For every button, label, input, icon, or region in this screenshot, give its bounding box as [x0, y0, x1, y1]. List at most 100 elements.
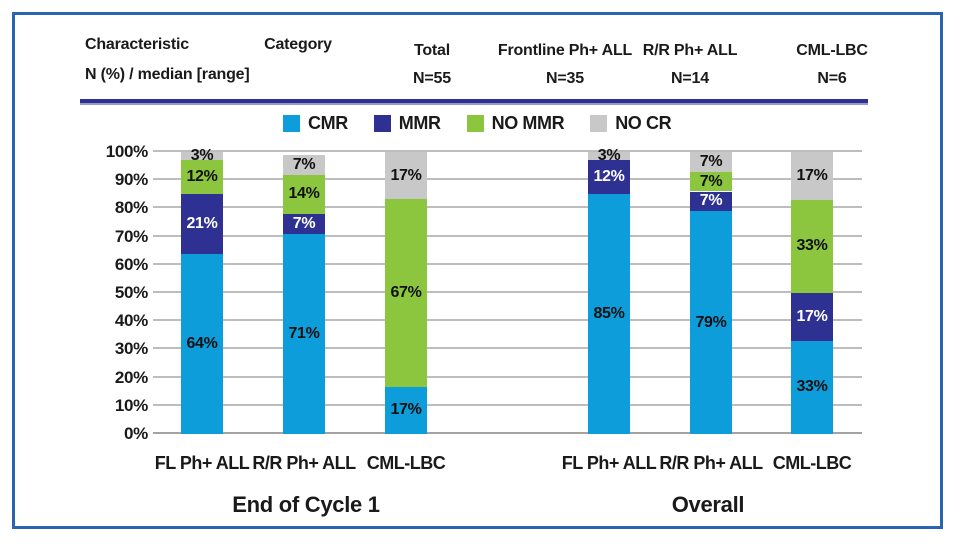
header-col-label: CML-LBC: [796, 42, 868, 59]
bar-segment-value: 64%: [186, 334, 218, 352]
bar-segment: 21%: [181, 194, 223, 254]
x-category-label: FL Ph+ ALL: [154, 453, 250, 473]
bar-segment: 12%: [181, 160, 223, 195]
bar-segment: 7%: [690, 171, 732, 192]
grid-line: [153, 347, 862, 350]
legend-label: NO MMR: [491, 113, 565, 133]
bar-segment-value: 7%: [699, 192, 723, 210]
bar-segment: 17%: [385, 386, 427, 434]
grid-line: [153, 150, 862, 152]
x-category-label: CML-LBC: [366, 453, 446, 473]
bar-segment-value: 3%: [597, 147, 621, 165]
legend-label: CMR: [308, 113, 348, 133]
header-metric-note: N (%) / median [range]: [85, 66, 250, 83]
grid-line: [153, 178, 862, 181]
legend-label: MMR: [398, 113, 441, 133]
bar-segment-value: 17%: [390, 401, 422, 419]
bar-segment-value: 33%: [796, 378, 828, 396]
legend-item: NO CR: [590, 113, 672, 134]
bar-segment: 7%: [690, 191, 732, 212]
bar-segment: 7%: [283, 214, 325, 234]
grid-line: [153, 375, 862, 378]
header-col-n: N=35: [546, 70, 584, 87]
x-category-label: R/R Ph+ ALL: [659, 453, 763, 473]
y-tick-label: 0%: [124, 424, 148, 443]
bar-segment-value: 12%: [593, 168, 625, 186]
bar-segment-value: 7%: [699, 172, 723, 190]
bar-segment-value: 33%: [796, 237, 828, 255]
header-col-frontline: Frontline Ph+ ALL N=35: [498, 42, 632, 88]
group-label: Overall: [671, 492, 745, 517]
bar-segment-value: 67%: [390, 284, 422, 302]
bar-segment-value: 14%: [288, 185, 320, 203]
legend-label: NO CR: [615, 113, 672, 133]
header-col-total: Total N=55: [413, 42, 451, 88]
bar-segment: 17%: [385, 152, 427, 200]
y-tick-label: 90%: [114, 170, 148, 189]
legend-item: NO MMR: [466, 113, 565, 134]
y-tick-label: 10%: [114, 396, 148, 415]
bar-segment-value: 21%: [186, 214, 218, 232]
grid-line: [153, 432, 862, 434]
chart-legend: CMR MMR NO MMR NO CR: [283, 113, 672, 134]
bar-segment: 7%: [283, 154, 325, 175]
header-col-rr: R/R Ph+ ALL N=14: [643, 42, 738, 88]
bar-segment: 17%: [791, 293, 833, 341]
header-col-n: N=6: [817, 70, 847, 87]
legend-swatch-icon: [466, 115, 484, 132]
bar-segment-value: 12%: [186, 168, 218, 186]
legend-swatch-icon: [283, 115, 300, 132]
header-divider: [80, 99, 868, 105]
bar-segment: 12%: [588, 160, 630, 195]
bar-segment-value: 17%: [390, 166, 422, 184]
x-category-label: CML-LBC: [772, 453, 852, 473]
y-tick-label: 80%: [114, 198, 148, 217]
x-category-label: FL Ph+ ALL: [561, 453, 657, 473]
header-characteristic: Characteristic: [85, 36, 189, 53]
bar-segment: 64%: [181, 253, 223, 434]
y-tick-label: 20%: [114, 368, 148, 387]
bar-segment-value: 79%: [695, 313, 727, 331]
bar-segment-value: 7%: [292, 214, 316, 232]
legend-item: CMR: [283, 113, 348, 134]
legend-swatch-icon: [590, 115, 608, 132]
grid-line: [153, 291, 862, 293]
bar-segment-value: 3%: [190, 147, 214, 165]
grid-line: [153, 319, 862, 322]
header-col-cml: CML-LBC N=6: [796, 42, 868, 88]
header-category: Category: [264, 36, 332, 53]
header-col-label: Frontline Ph+ ALL: [497, 42, 633, 59]
header-col-n: N=55: [413, 70, 451, 87]
bar-segment: 33%: [791, 340, 833, 434]
legend-item: MMR: [373, 113, 441, 134]
legend-swatch-icon: [373, 115, 391, 132]
bar-segment-value: 85%: [593, 305, 625, 323]
y-tick-label: 30%: [114, 339, 148, 358]
header-col-label: Total: [413, 42, 451, 59]
bar-segment: 14%: [283, 174, 325, 215]
bar-segment: 7%: [690, 152, 732, 172]
grid-line: [153, 206, 862, 209]
group-label: End of Cycle 1: [232, 492, 380, 517]
header-col-n: N=14: [671, 70, 709, 87]
x-category-label: R/R Ph+ ALL: [252, 453, 356, 473]
bar-segment: 3%: [181, 148, 223, 164]
bar-segment: 17%: [791, 152, 833, 200]
bar-segment-value: 71%: [288, 324, 320, 342]
figure-frame: Characteristic N (%) / median [range] Ca…: [12, 12, 943, 529]
bar-segment-value: 7%: [699, 152, 723, 170]
y-tick-label: 60%: [114, 255, 148, 274]
y-tick-label: 70%: [114, 227, 148, 246]
bar-segment-value: 17%: [796, 166, 828, 184]
y-tick-label: 100%: [105, 142, 149, 161]
chart-plot-area: 64% 21% 12% 3% 71% 7% 14% 7% 17% 67% 17% 85% 12% 3% 79…: [153, 148, 862, 434]
bar-segment: 71%: [283, 233, 325, 434]
grid-line: [153, 262, 862, 265]
bar-segment-value: 17%: [796, 307, 828, 325]
header-col-label: R/R Ph+ ALL: [642, 42, 738, 59]
grid-line: [153, 234, 862, 237]
y-tick-label: 50%: [114, 283, 148, 302]
bar-segment: 79%: [690, 211, 732, 434]
bar-segment-value: 7%: [292, 155, 316, 173]
